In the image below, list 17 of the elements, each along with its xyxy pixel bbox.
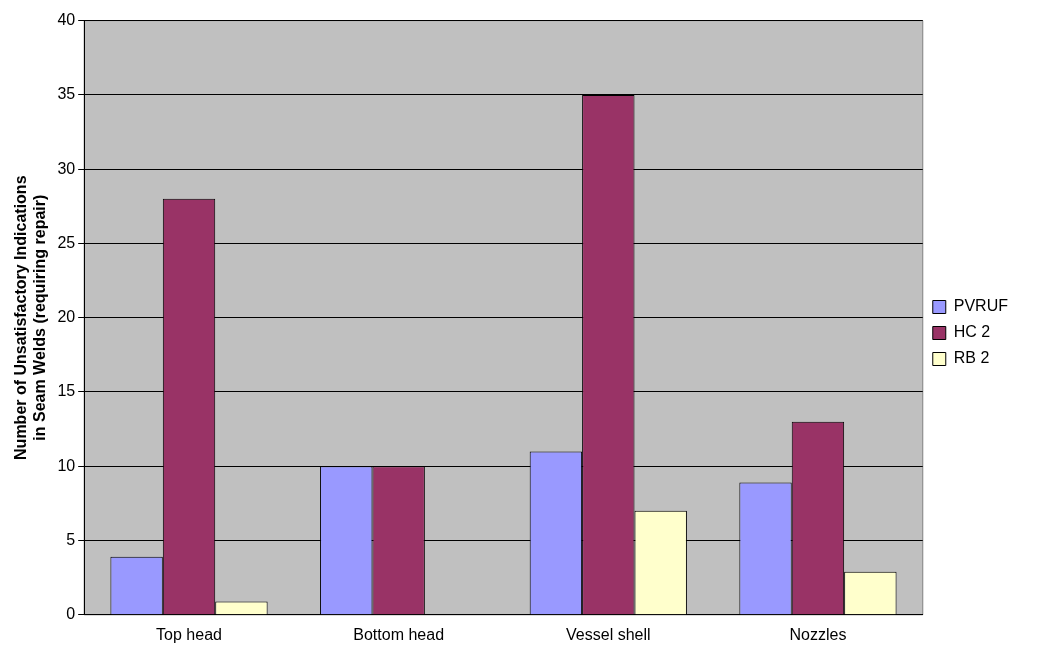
legend-label: PVRUF xyxy=(953,297,1009,315)
y-tick-label: 20 xyxy=(57,308,76,326)
y-tick-label: 40 xyxy=(57,11,76,29)
y-axis-title: Number of Unsatisfactory Indications in Seam Welds (requiring repair) xyxy=(12,175,49,460)
x-tick-label: Top head xyxy=(156,625,222,643)
x-tick-label: Nozzles xyxy=(789,625,847,643)
legend-label: HC 2 xyxy=(953,323,991,341)
y-tick-label: 15 xyxy=(57,382,76,400)
x-tick-label: Bottom head xyxy=(353,625,445,643)
y-tick-label: 5 xyxy=(66,530,76,548)
x-tick-label: Vessel shell xyxy=(566,625,651,643)
y-tick-label: 30 xyxy=(57,159,76,177)
y-tick-label: 0 xyxy=(66,605,76,623)
y-tick-label: 35 xyxy=(57,85,76,103)
y-tick-label: 25 xyxy=(57,233,76,251)
y-tick-label: 10 xyxy=(57,456,76,474)
legend-label: RB 2 xyxy=(953,349,990,367)
